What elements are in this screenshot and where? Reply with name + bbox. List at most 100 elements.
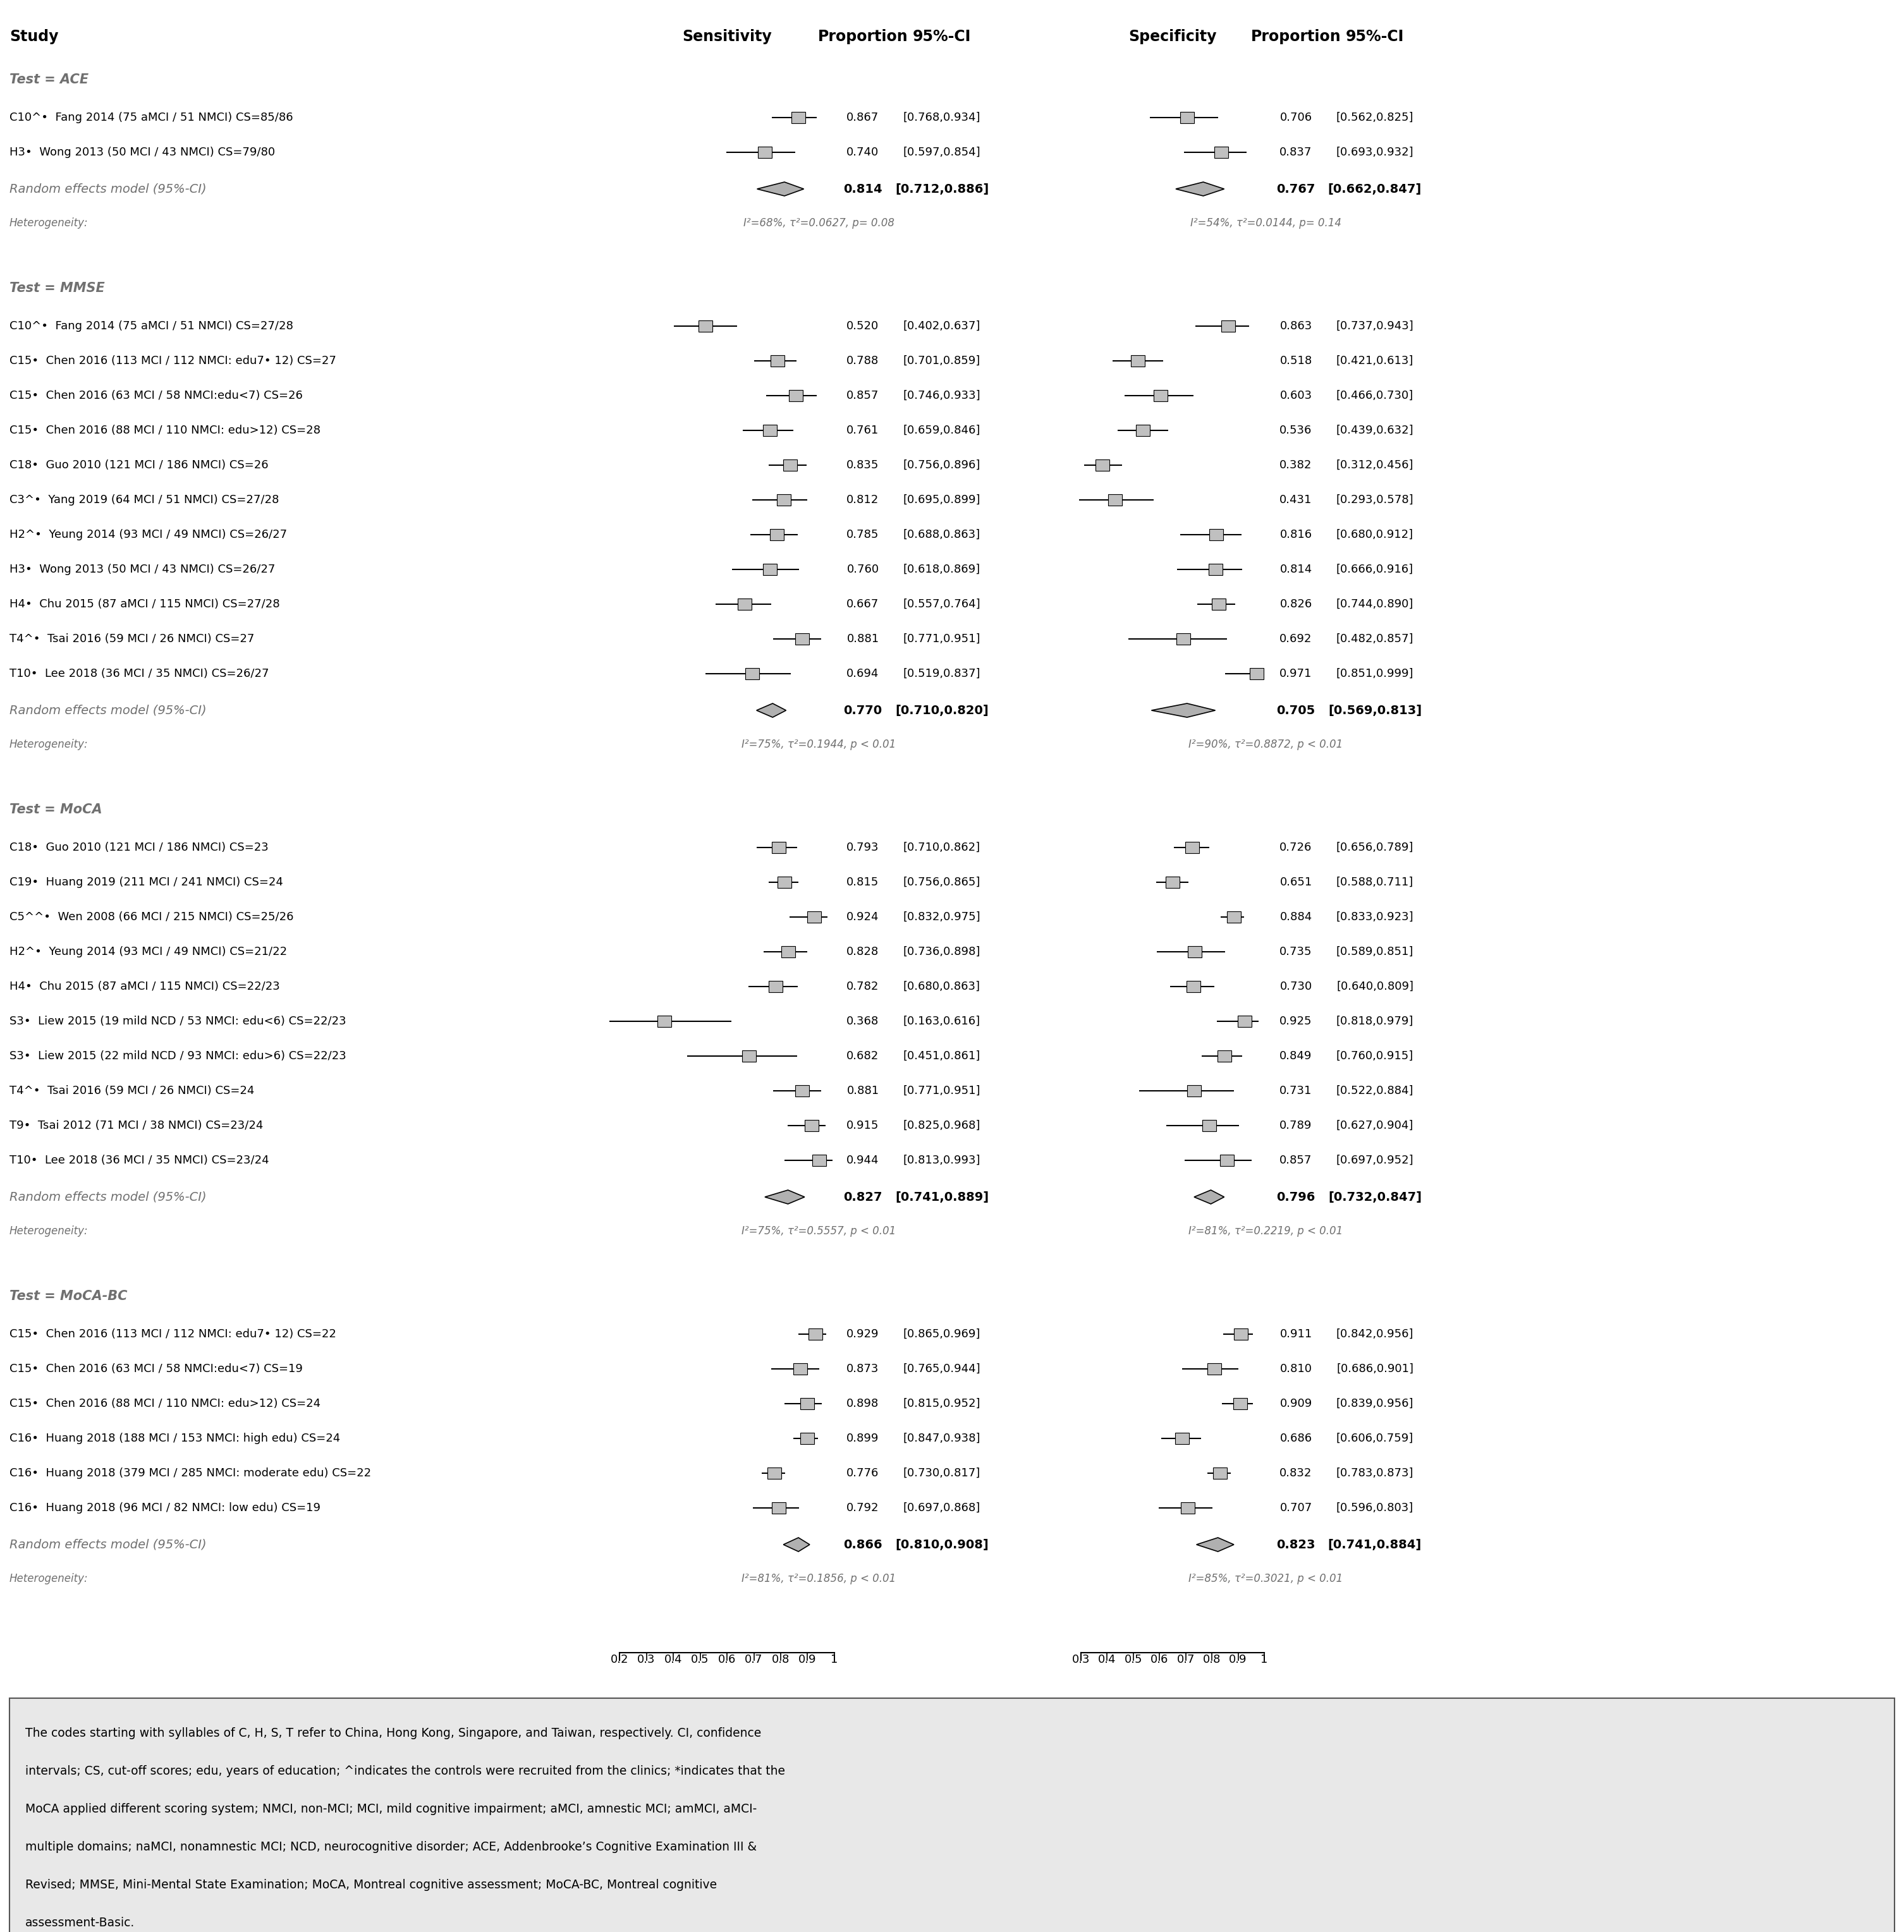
- Text: [0.662,0.847]: [0.662,0.847]: [1329, 184, 1422, 195]
- Text: C3^•  Yang 2019 (64 MCI / 51 NMCI) CS=27/28: C3^• Yang 2019 (64 MCI / 51 NMCI) CS=27/…: [10, 495, 280, 506]
- Text: 0.767: 0.767: [1276, 184, 1316, 195]
- Text: H4•  Chu 2015 (87 aMCI / 115 NMCI) CS=22/23: H4• Chu 2015 (87 aMCI / 115 NMCI) CS=22/…: [10, 981, 280, 991]
- FancyBboxPatch shape: [1108, 495, 1121, 506]
- Text: [0.783,0.873]: [0.783,0.873]: [1337, 1466, 1413, 1478]
- Text: Random effects model (95%-CI): Random effects model (95%-CI): [10, 1190, 206, 1204]
- Text: 0.785: 0.785: [847, 529, 880, 541]
- Text: C5^^•  Wen 2008 (66 MCI / 215 NMCI) CS=25/26: C5^^• Wen 2008 (66 MCI / 215 NMCI) CS=25…: [10, 912, 293, 922]
- Text: 0.796: 0.796: [1276, 1190, 1316, 1204]
- Text: [0.656,0.789]: [0.656,0.789]: [1337, 842, 1413, 852]
- Text: 0.873: 0.873: [847, 1362, 880, 1374]
- Text: T9•  Tsai 2012 (71 MCI / 38 NMCI) CS=23/24: T9• Tsai 2012 (71 MCI / 38 NMCI) CS=23/2…: [10, 1119, 263, 1130]
- Polygon shape: [758, 182, 803, 195]
- Text: Heterogeneity:: Heterogeneity:: [10, 216, 88, 228]
- Text: [0.522,0.884]: [0.522,0.884]: [1337, 1084, 1413, 1095]
- FancyBboxPatch shape: [1095, 460, 1110, 471]
- Text: C18•  Guo 2010 (121 MCI / 186 NMCI) CS=26: C18• Guo 2010 (121 MCI / 186 NMCI) CS=26: [10, 460, 268, 471]
- Text: C15•  Chen 2016 (63 MCI / 58 NMCI:edu<7) CS=19: C15• Chen 2016 (63 MCI / 58 NMCI:edu<7) …: [10, 1362, 303, 1374]
- Text: [0.402,0.637]: [0.402,0.637]: [902, 321, 981, 332]
- Text: 0.6: 0.6: [1150, 1654, 1169, 1665]
- Text: [0.627,0.904]: [0.627,0.904]: [1337, 1119, 1413, 1130]
- FancyBboxPatch shape: [1226, 912, 1241, 922]
- FancyBboxPatch shape: [1180, 1501, 1194, 1513]
- Text: I²=54%, τ²=0.0144, p= 0.14: I²=54%, τ²=0.0144, p= 0.14: [1190, 216, 1342, 228]
- Text: [0.618,0.869]: [0.618,0.869]: [902, 564, 981, 576]
- Text: 0.682: 0.682: [847, 1051, 880, 1061]
- Text: 0.692: 0.692: [1279, 634, 1312, 643]
- Text: [0.760,0.915]: [0.760,0.915]: [1337, 1051, 1413, 1061]
- FancyBboxPatch shape: [771, 1501, 786, 1513]
- Text: [0.680,0.912]: [0.680,0.912]: [1337, 529, 1413, 541]
- Text: 0.694: 0.694: [847, 668, 880, 678]
- Text: [0.810,0.908]: [0.810,0.908]: [895, 1538, 988, 1551]
- Text: Heterogeneity:: Heterogeneity:: [10, 1573, 88, 1584]
- Text: 0.788: 0.788: [847, 355, 880, 367]
- Text: 0.9: 0.9: [798, 1654, 817, 1665]
- Text: C10^•  Fang 2014 (75 aMCI / 51 NMCI) CS=27/28: C10^• Fang 2014 (75 aMCI / 51 NMCI) CS=2…: [10, 321, 293, 332]
- Text: [0.597,0.854]: [0.597,0.854]: [902, 147, 981, 158]
- Text: Study: Study: [10, 29, 59, 44]
- FancyBboxPatch shape: [792, 112, 805, 124]
- Text: 0.826: 0.826: [1279, 599, 1312, 611]
- FancyBboxPatch shape: [1131, 355, 1144, 367]
- FancyBboxPatch shape: [788, 390, 803, 402]
- FancyBboxPatch shape: [771, 355, 784, 367]
- Text: 0.7: 0.7: [1177, 1654, 1194, 1665]
- FancyBboxPatch shape: [1249, 668, 1264, 678]
- Text: 0.866: 0.866: [843, 1538, 882, 1551]
- Text: 0.832: 0.832: [1279, 1466, 1312, 1478]
- Text: [0.737,0.943]: [0.737,0.943]: [1337, 321, 1413, 332]
- Text: Sensitivity: Sensitivity: [682, 29, 771, 44]
- FancyBboxPatch shape: [758, 147, 771, 158]
- Text: [0.818,0.979]: [0.818,0.979]: [1337, 1016, 1413, 1026]
- Text: 0.812: 0.812: [847, 495, 880, 506]
- FancyBboxPatch shape: [10, 1698, 1894, 1932]
- Text: 0.368: 0.368: [847, 1016, 880, 1026]
- Text: 0.686: 0.686: [1279, 1432, 1312, 1443]
- Text: 0.735: 0.735: [1279, 947, 1312, 956]
- FancyBboxPatch shape: [1222, 321, 1236, 332]
- Text: 0.881: 0.881: [847, 634, 880, 643]
- Text: [0.741,0.884]: [0.741,0.884]: [1329, 1538, 1422, 1551]
- FancyBboxPatch shape: [1215, 147, 1228, 158]
- Text: 0.603: 0.603: [1279, 390, 1312, 402]
- FancyBboxPatch shape: [796, 634, 809, 643]
- Text: Test = MoCA-BC: Test = MoCA-BC: [10, 1291, 128, 1302]
- FancyBboxPatch shape: [744, 668, 760, 678]
- FancyBboxPatch shape: [1213, 1466, 1228, 1478]
- Text: [0.695,0.899]: [0.695,0.899]: [902, 495, 981, 506]
- Text: T4^•  Tsai 2016 (59 MCI / 26 NMCI) CS=27: T4^• Tsai 2016 (59 MCI / 26 NMCI) CS=27: [10, 634, 255, 643]
- Text: Random effects model (95%-CI): Random effects model (95%-CI): [10, 705, 206, 717]
- FancyBboxPatch shape: [767, 1466, 781, 1478]
- Text: 0.782: 0.782: [847, 981, 880, 991]
- Text: 1: 1: [830, 1654, 838, 1665]
- Text: 0.857: 0.857: [1279, 1153, 1312, 1165]
- Text: 0.8: 0.8: [771, 1654, 790, 1665]
- FancyBboxPatch shape: [781, 947, 796, 956]
- Text: 0.726: 0.726: [1279, 842, 1312, 852]
- Text: [0.712,0.886]: [0.712,0.886]: [895, 184, 988, 195]
- FancyBboxPatch shape: [1238, 1016, 1251, 1026]
- Text: T4^•  Tsai 2016 (59 MCI / 26 NMCI) CS=24: T4^• Tsai 2016 (59 MCI / 26 NMCI) CS=24: [10, 1084, 255, 1095]
- Text: 0.789: 0.789: [1279, 1119, 1312, 1130]
- Text: I²=68%, τ²=0.0627, p= 0.08: I²=68%, τ²=0.0627, p= 0.08: [743, 216, 895, 228]
- Text: Proportion: Proportion: [1251, 29, 1340, 44]
- Text: 0.792: 0.792: [847, 1501, 880, 1513]
- Text: 0.944: 0.944: [847, 1153, 880, 1165]
- Text: C16•  Huang 2018 (379 MCI / 285 NMCI: moderate edu) CS=22: C16• Huang 2018 (379 MCI / 285 NMCI: mod…: [10, 1466, 371, 1478]
- FancyBboxPatch shape: [1177, 634, 1190, 643]
- FancyBboxPatch shape: [800, 1397, 815, 1408]
- Text: 0.520: 0.520: [847, 321, 880, 332]
- FancyBboxPatch shape: [796, 1084, 809, 1095]
- Text: 0.911: 0.911: [1279, 1327, 1312, 1339]
- Text: I²=81%, τ²=0.2219, p < 0.01: I²=81%, τ²=0.2219, p < 0.01: [1188, 1225, 1342, 1236]
- Text: C15•  Chen 2016 (113 MCI / 112 NMCI: edu7• 12) CS=27: C15• Chen 2016 (113 MCI / 112 NMCI: edu7…: [10, 355, 337, 367]
- Text: [0.666,0.916]: [0.666,0.916]: [1337, 564, 1413, 576]
- FancyBboxPatch shape: [1154, 390, 1167, 402]
- Text: [0.815,0.952]: [0.815,0.952]: [902, 1397, 981, 1408]
- Text: 0.857: 0.857: [847, 390, 880, 402]
- Text: 0.431: 0.431: [1279, 495, 1312, 506]
- Text: [0.697,0.952]: [0.697,0.952]: [1337, 1153, 1413, 1165]
- Text: [0.847,0.938]: [0.847,0.938]: [902, 1432, 981, 1443]
- Text: intervals; CS, cut-off scores; edu, years of education; ^indicates the controls : intervals; CS, cut-off scores; edu, year…: [25, 1764, 784, 1777]
